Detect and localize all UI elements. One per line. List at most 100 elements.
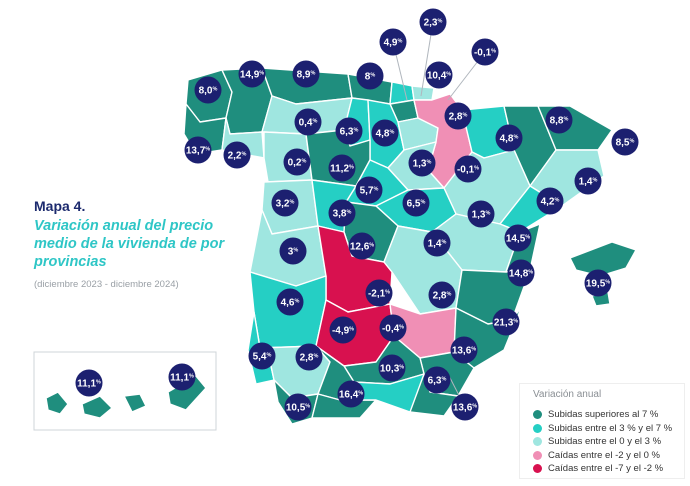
bubble-value: 14,5% (506, 234, 530, 245)
value-bubble-alava: 10,4% (425, 61, 453, 89)
bubble-value: 1,4% (579, 177, 598, 188)
bubble-circle (471, 38, 499, 66)
legend-swatch (533, 464, 542, 473)
value-bubble-navarra: -0,1% (454, 155, 482, 183)
value-bubble-alicante: 21,3% (492, 308, 520, 336)
bubble-circle (168, 363, 196, 391)
value-bubble-salamanca: 3,2% (271, 189, 299, 217)
bubble-value: 3,2% (276, 199, 295, 210)
value-bubble-ciudad-real: -4,9% (329, 316, 357, 344)
legend-item: Subidas entre el 3 % y el 7 % (533, 422, 672, 435)
value-bubble-teruel: 1,4% (423, 229, 451, 257)
value-bubble-albacete: -0,4% (379, 314, 407, 342)
value-bubble-burgos: 4,8% (371, 119, 399, 147)
map-title: Variación anual del precio medio de la v… (34, 218, 225, 270)
value-bubble-madrid: 12,6% (348, 232, 376, 260)
value-bubble-huelva: 5,4% (248, 342, 276, 370)
legend-label: Caídas entre el -2 y el 0 % (548, 449, 660, 461)
bubble-value: 8% (365, 72, 376, 83)
value-bubble-cantabria: 8% (356, 62, 384, 90)
bubble-circle (467, 200, 495, 228)
bubble-circle (283, 148, 311, 176)
value-bubble-almeria: 13,6% (451, 393, 479, 421)
value-bubble-las-palmas: 11,1% (168, 363, 196, 391)
value-bubble-a-coruna: 8,0% (194, 76, 222, 104)
value-bubble-sc-tenerife: 11,1% (75, 369, 103, 397)
bubble-circle (295, 343, 323, 371)
bubble-circle (425, 61, 453, 89)
bubble-value: 4,2% (541, 197, 560, 208)
bubble-circle (328, 199, 356, 227)
value-bubble-avila: 3,8% (328, 199, 356, 227)
legend-label: Subidas entre el 0 y el 3 % (548, 436, 662, 447)
value-bubble-zaragoza: 1,3% (467, 200, 495, 228)
bubble-circle (271, 189, 299, 217)
value-bubble-guadalajara: 6,5% (402, 189, 430, 217)
value-bubble-palencia: 6,3% (335, 117, 363, 145)
bubble-circle (428, 281, 456, 309)
bubble-circle (495, 124, 523, 152)
province-sc-tenerife (45, 391, 113, 419)
canary-islands-inset-frame (33, 351, 217, 431)
legend-item: Subidas superiores al 7 % (533, 408, 658, 421)
bubble-value: 13,6% (453, 403, 477, 414)
bubble-circle (450, 336, 478, 364)
bubble-value: 10,4% (427, 71, 451, 82)
bubble-circle (348, 232, 376, 260)
bubble-value: 2,2% (228, 151, 247, 162)
value-bubble-barcelona: 1,4% (574, 167, 602, 195)
value-bubble-cadiz: 10,5% (284, 393, 312, 421)
legend-swatch (533, 437, 542, 446)
value-bubble-lugo: 14,9% (238, 60, 266, 88)
legend-swatch (533, 450, 542, 460)
legend-swatch (533, 423, 542, 433)
value-bubble-soria: 1,3% (408, 149, 436, 177)
value-bubble-bizkaia: 4,9% (379, 28, 407, 56)
legend-label: Caídas entre el -7 y el -2 % (548, 463, 664, 474)
bubble-value: 6,5% (407, 199, 426, 210)
bubble-value: 0,2% (288, 158, 307, 169)
bubble-circle (492, 308, 520, 336)
bubble-circle (294, 108, 322, 136)
value-bubble-baleares: 19,5% (584, 269, 612, 297)
value-bubble-badajoz: 4,6% (276, 288, 304, 316)
bubble-circle (276, 288, 304, 316)
province-gipuzkoa (411, 85, 435, 101)
value-bubble-caceres: 3% (279, 237, 307, 265)
bubble-value: 6,3% (340, 127, 359, 138)
bubble-circle (611, 128, 639, 156)
bubble-circle (574, 167, 602, 195)
bubble-circle (337, 380, 365, 408)
bubble-value: 2,8% (300, 353, 319, 364)
value-bubble-navarra-lat: -0,1% (471, 38, 499, 66)
map-period: (diciembre 2023 - diciembre 2024) (34, 279, 179, 290)
bubble-circle (75, 369, 103, 397)
bubble-circle (451, 393, 479, 421)
bubble-value: 8,5% (616, 138, 635, 149)
bubble-circle (279, 237, 307, 265)
bubble-value: 19,5% (586, 279, 610, 290)
legend-item: Caídas entre el -2 y el 0 % (533, 449, 660, 462)
value-bubble-sevilla: 2,8% (295, 343, 323, 371)
bubble-value: 2,3% (424, 18, 443, 29)
legend-swatch (533, 410, 542, 419)
value-bubble-segovia: 5,7% (355, 176, 383, 204)
value-bubble-lleida: 8,8% (545, 106, 573, 134)
bubble-value: 8,8% (550, 116, 569, 127)
bubble-value: 11,1% (170, 373, 194, 384)
bubble-value: 11,1% (77, 379, 101, 390)
bubble-value: 2,8% (449, 112, 468, 123)
value-bubble-cuenca: 2,8% (428, 281, 456, 309)
bubble-value: 1,3% (413, 159, 432, 170)
value-bubble-valencia: 14,8% (507, 259, 535, 287)
bubble-circle (371, 119, 399, 147)
legend-item: Caídas entre el -7 y el -2 % (533, 462, 663, 475)
bubble-value: 10,5% (286, 403, 310, 414)
legend-label: Subidas entre el 3 % y el 7 % (548, 422, 673, 434)
bubble-circle (536, 187, 564, 215)
bubble-circle (365, 279, 393, 307)
value-bubble-granada: 6,3% (423, 366, 451, 394)
bubble-circle (355, 176, 383, 204)
value-bubble-tarragona: 4,2% (536, 187, 564, 215)
